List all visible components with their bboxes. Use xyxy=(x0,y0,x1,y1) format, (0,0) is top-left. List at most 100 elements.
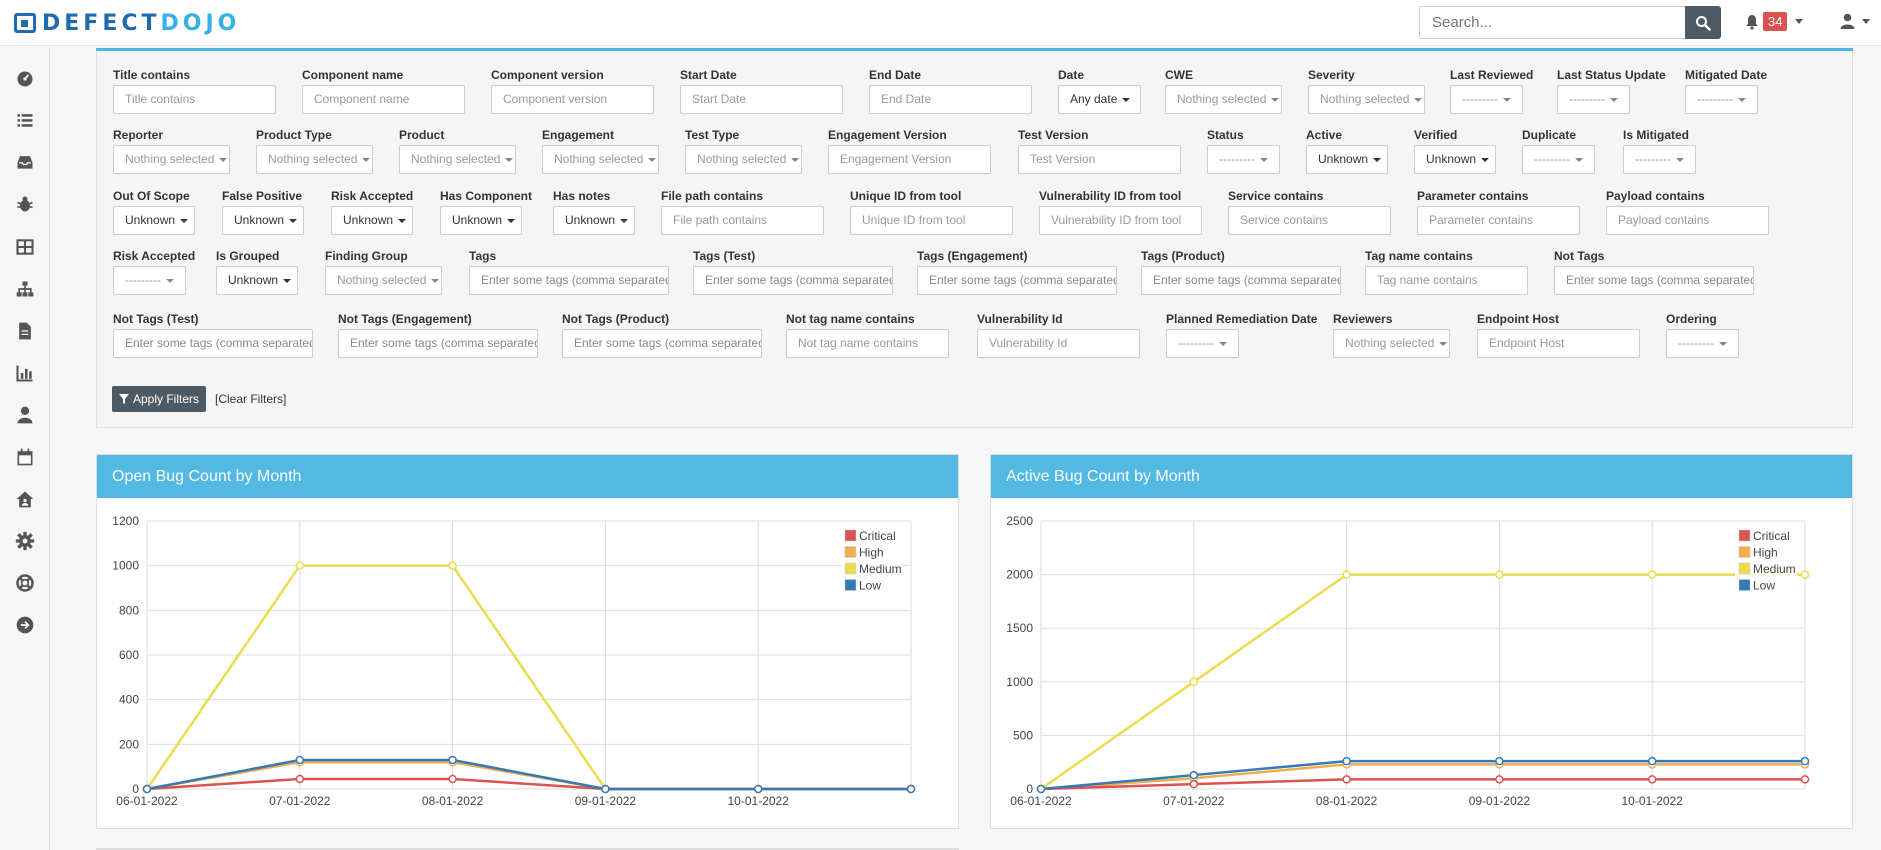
data-point-low[interactable] xyxy=(295,755,305,765)
filter-risk-accepted-select[interactable]: --------- xyxy=(113,266,186,295)
filter-ordering-select[interactable]: --------- xyxy=(1666,329,1739,358)
alerts-dropdown[interactable]: 34 xyxy=(1745,12,1804,31)
data-point-critical[interactable] xyxy=(1189,779,1199,789)
data-point-low[interactable] xyxy=(601,784,610,794)
filter-duplicate-select[interactable]: --------- xyxy=(1522,145,1595,174)
data-point-low[interactable] xyxy=(1342,756,1351,766)
data-point-critical[interactable] xyxy=(295,774,305,784)
sidebar-item-user[interactable] xyxy=(13,403,37,427)
data-point-low[interactable] xyxy=(1800,756,1810,766)
filter-service-contains-input[interactable]: Service contains xyxy=(1228,206,1391,235)
data-point-critical[interactable] xyxy=(1495,775,1504,784)
data-point-low[interactable] xyxy=(448,755,457,765)
data-point-medium[interactable] xyxy=(1342,570,1351,579)
filter-mitigated-date-select[interactable]: --------- xyxy=(1685,85,1758,114)
sidebar-item-inbox[interactable] xyxy=(13,150,37,174)
filter-tags-input[interactable]: Enter some tags (comma separated, xyxy=(469,266,669,295)
data-point-medium[interactable] xyxy=(1189,677,1199,687)
filter-last-reviewed-select[interactable]: --------- xyxy=(1450,85,1523,114)
data-point-medium[interactable] xyxy=(1495,570,1504,579)
sidebar-item-house-user[interactable] xyxy=(13,487,37,511)
apply-filters-button[interactable]: Apply Filters xyxy=(112,386,206,412)
filter-reviewers-select[interactable]: Nothing selected xyxy=(1333,329,1450,358)
filter-finding-group-select[interactable]: Nothing selected xyxy=(325,266,442,295)
filter-cwe-select[interactable]: Nothing selected xyxy=(1165,85,1282,114)
data-point-medium[interactable] xyxy=(1647,570,1657,579)
sidebar-item-bug[interactable] xyxy=(13,192,37,216)
filter-tag-name-contains-input[interactable]: Tag name contains xyxy=(1365,266,1528,295)
filter-active-select[interactable]: Unknown xyxy=(1306,145,1388,174)
sidebar-item-sign-out[interactable] xyxy=(13,613,37,637)
filter-parameter-contains-input[interactable]: Parameter contains xyxy=(1417,206,1580,235)
filter-engagement-version-input[interactable]: Engagement Version xyxy=(828,145,991,174)
filter-tags-test-input[interactable]: Enter some tags (comma separated, xyxy=(693,266,893,295)
filter-risk-accepted-select[interactable]: Unknown xyxy=(331,206,413,235)
data-point-critical[interactable] xyxy=(1647,775,1657,784)
filter-start-date-input[interactable]: Start Date xyxy=(680,85,843,114)
filter-component-name-input[interactable]: Component name xyxy=(302,85,465,114)
filter-is-grouped-select[interactable]: Unknown xyxy=(216,266,298,295)
data-point-low[interactable] xyxy=(1647,756,1657,766)
filter-payload-contains-input[interactable]: Payload contains xyxy=(1606,206,1769,235)
search-input[interactable] xyxy=(1419,6,1686,39)
filter-tags-product-input[interactable]: Enter some tags (comma separated, xyxy=(1141,266,1341,295)
filter-component-version-input[interactable]: Component version xyxy=(491,85,654,114)
filter-false-positive-select[interactable]: Unknown xyxy=(222,206,304,235)
filter-is-mitigated-select[interactable]: --------- xyxy=(1623,145,1696,174)
data-point-low[interactable] xyxy=(906,784,916,794)
filter-file-path-contains-input[interactable]: File path contains xyxy=(661,206,824,235)
data-point-low[interactable] xyxy=(1495,756,1504,766)
search-button[interactable] xyxy=(1685,6,1721,39)
filter-tags-engagement-input[interactable]: Enter some tags (comma separated, xyxy=(917,266,1117,295)
filter-planned-remediation-date-select[interactable]: --------- xyxy=(1166,329,1239,358)
sidebar-item-file[interactable] xyxy=(13,319,37,343)
filter-out-of-scope-select[interactable]: Unknown xyxy=(113,206,195,235)
filter-product-type-select[interactable]: Nothing selected xyxy=(256,145,373,174)
sidebar-item-bar-chart[interactable] xyxy=(13,361,37,385)
sidebar-item-life-ring[interactable] xyxy=(13,571,37,595)
data-point-low[interactable] xyxy=(753,784,763,794)
filter-last-status-update-select[interactable]: --------- xyxy=(1557,85,1630,114)
filter-not-tags-test-input[interactable]: Enter some tags (comma separated, xyxy=(113,329,313,358)
data-point-low[interactable] xyxy=(1189,770,1199,780)
sidebar-item-list[interactable] xyxy=(13,108,37,132)
data-point-medium[interactable] xyxy=(295,561,305,570)
filter-unique-id-from-tool-input[interactable]: Unique ID from tool xyxy=(850,206,1013,235)
sidebar-item-grid[interactable] xyxy=(13,235,37,259)
filter-title-contains-input[interactable]: Title contains xyxy=(113,85,276,114)
filter-test-type-select[interactable]: Nothing selected xyxy=(685,145,802,174)
filter-date-select[interactable]: Any date xyxy=(1058,85,1141,114)
filter-severity-select[interactable]: Nothing selected xyxy=(1308,85,1425,114)
data-point-critical[interactable] xyxy=(448,774,457,784)
filter-not-tag-name-contains-input[interactable]: Not tag name contains xyxy=(786,329,949,358)
sidebar-item-calendar[interactable] xyxy=(13,445,37,469)
data-point-critical[interactable] xyxy=(1800,775,1810,784)
filter-reporter-select[interactable]: Nothing selected xyxy=(113,145,230,174)
data-point-low[interactable] xyxy=(142,784,152,794)
filter-test-version-input[interactable]: Test Version xyxy=(1018,145,1181,174)
filter-end-date-input[interactable]: End Date xyxy=(869,85,1032,114)
filter-engagement-select[interactable]: Nothing selected xyxy=(542,145,659,174)
filter-product-select[interactable]: Nothing selected xyxy=(399,145,516,174)
sidebar-item-gear[interactable] xyxy=(13,529,37,553)
user-menu[interactable] xyxy=(1840,13,1870,29)
data-point-medium[interactable] xyxy=(1800,570,1810,579)
filter-vulnerability-id-from-tool-input[interactable]: Vulnerability ID from tool xyxy=(1039,206,1202,235)
filter-status-select[interactable]: --------- xyxy=(1207,145,1280,174)
filter-has-notes-select[interactable]: Unknown xyxy=(553,206,635,235)
filter-not-tags-product-input[interactable]: Enter some tags (comma separated, xyxy=(562,329,762,358)
data-point-low[interactable] xyxy=(1036,784,1046,794)
sidebar-item-dashboard[interactable] xyxy=(13,67,37,91)
filter-vulnerability-id-input[interactable]: Vulnerability Id xyxy=(977,329,1140,358)
filter-has-component-select[interactable]: Unknown xyxy=(440,206,522,235)
sidebar-item-sitemap[interactable] xyxy=(13,277,37,301)
filter-not-tags-input[interactable]: Enter some tags (comma separated, xyxy=(1554,266,1754,295)
filter-endpoint-host-input[interactable]: Endpoint Host xyxy=(1477,329,1640,358)
data-point-critical[interactable] xyxy=(1342,775,1351,784)
filter-not-tags-engagement-input[interactable]: Enter some tags (comma separated, xyxy=(338,329,538,358)
filter-verified-select[interactable]: Unknown xyxy=(1414,145,1496,174)
data-point-medium[interactable] xyxy=(448,561,457,570)
file-icon xyxy=(19,322,31,340)
defectdojo-logo[interactable]: DEFECT DOJO xyxy=(14,11,240,36)
clear-filters-link[interactable]: [Clear Filters] xyxy=(215,392,287,406)
